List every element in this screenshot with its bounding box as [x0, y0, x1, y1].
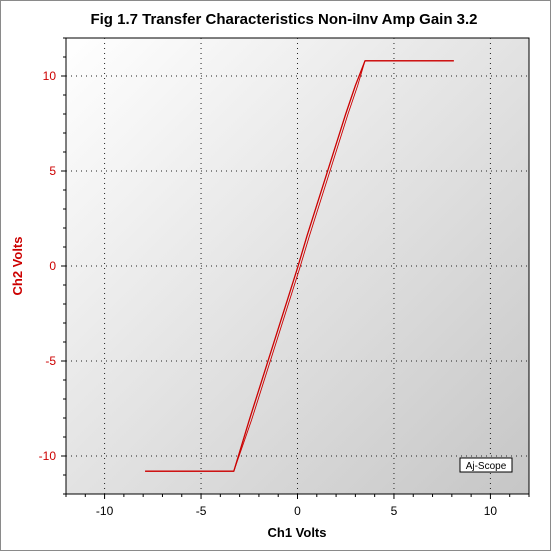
x-tick-label: 0 [294, 504, 301, 518]
x-tick-label: 5 [391, 504, 398, 518]
x-tick-label: -5 [196, 504, 207, 518]
x-tick-label: 10 [484, 504, 498, 518]
aj-scope-badge: Aj-Scope [459, 457, 513, 473]
y-tick-label: -5 [45, 354, 56, 368]
y-tick-label: 5 [49, 164, 56, 178]
transfer-curve-line [145, 60, 454, 472]
x-axis-label: Ch1 Volts [268, 525, 327, 540]
y-axis-label: Ch2 Volts [10, 237, 25, 296]
grid-layer [66, 38, 529, 494]
aj-scope-badge-text: Aj-Scope [466, 461, 507, 472]
y-tick-label: 0 [49, 259, 56, 273]
transfer-curve-return-trace [145, 60, 454, 472]
x-tick-label: -10 [96, 504, 114, 518]
aj-scope-badge-box [459, 457, 513, 473]
y-tick-label: 10 [43, 69, 57, 83]
chart-title: Fig 1.7 Transfer Characteristics Non-iIn… [90, 11, 477, 28]
series-layer [145, 60, 454, 472]
y-tick-label: -10 [39, 449, 57, 463]
tick-layer: -10 -5 0 5 10 -10 -5 0 5 10 [39, 37, 530, 518]
